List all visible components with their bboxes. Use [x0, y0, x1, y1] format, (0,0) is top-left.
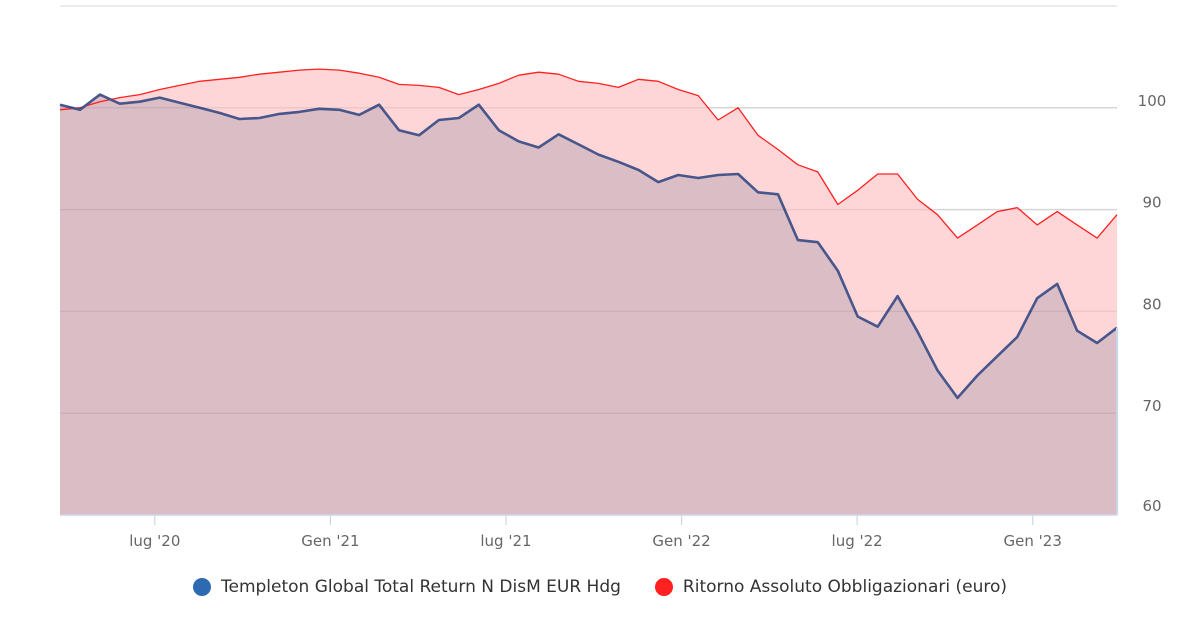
x-tick-label: Gen '21: [301, 532, 359, 550]
x-tick-label: Gen '22: [652, 532, 710, 550]
y-tick-label: 90: [1142, 194, 1161, 212]
x-axis: lug '20 Gen '21 lug '21 Gen '22 lug '22 Gen '…: [60, 514, 1117, 550]
x-tick-label: lug '22: [832, 532, 883, 550]
series-lines: [59, 68, 1118, 515]
legend-item-templeton[interactable]: Templeton Global Total Return N DisM EUR…: [193, 577, 621, 597]
legend-marker-icon: [193, 578, 211, 596]
legend-item-ritorno-assoluto[interactable]: Ritorno Assoluto Obbligazionari (euro): [654, 577, 1007, 597]
legend-label: Templeton Global Total Return N DisM EUR…: [221, 577, 621, 597]
y-axis: 60 70 80 90 100: [1138, 92, 1167, 515]
x-tick-label: lug '21: [480, 532, 531, 550]
x-tick-label: Gen '23: [1004, 532, 1062, 550]
series-line-templeton: [59, 93, 1118, 400]
legend-marker-icon: [654, 578, 673, 596]
chart: lug '20 Gen '21 lug '21 Gen '22 lug '22 Gen '…: [59, 5, 1167, 550]
y-tick-label: 80: [1142, 295, 1161, 313]
series-line-ritorno-assoluto: [59, 68, 1118, 239]
y-tick-label: 100: [1138, 92, 1167, 110]
x-tick-label: lug '20: [129, 532, 180, 550]
y-tick-label: 70: [1142, 397, 1161, 415]
series-areas: [60, 69, 1117, 515]
legend: Templeton Global Total Return N DisM EUR…: [0, 577, 1200, 597]
legend-label: Ritorno Assoluto Obbligazionari (euro): [682, 577, 1007, 597]
y-tick-label: 60: [1142, 497, 1161, 515]
series-area-templeton: [60, 94, 1117, 515]
